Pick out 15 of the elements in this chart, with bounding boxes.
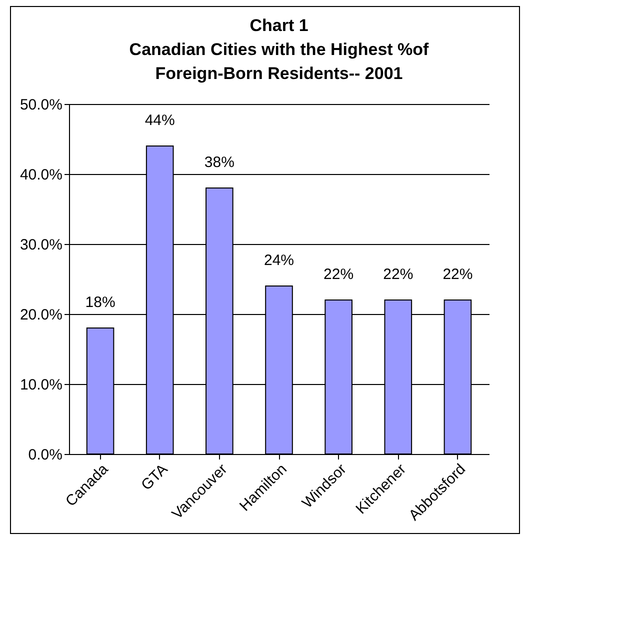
data-label: 24% <box>264 252 294 269</box>
x-tick-label: GTA <box>138 460 172 494</box>
chart-title: Chart 1 Canadian Cities with the Highest %of Foreign-Born Residents-- 2001 <box>129 16 430 83</box>
y-tick-label: 0.0% <box>28 446 62 464</box>
data-label: 22% <box>324 266 354 283</box>
y-tick-label: 20.0% <box>20 306 62 324</box>
y-tick-label: 10.0% <box>20 376 62 394</box>
data-label: 38% <box>204 154 234 171</box>
data-label: 18% <box>85 294 116 311</box>
y-tick-label: 40.0% <box>20 166 62 184</box>
data-label: 44% <box>144 112 175 129</box>
y-tick-label: 50.0% <box>20 96 62 114</box>
y-tick-label: 30.0% <box>20 236 62 254</box>
data-label: 22% <box>383 266 414 283</box>
data-label: 22% <box>442 266 473 283</box>
